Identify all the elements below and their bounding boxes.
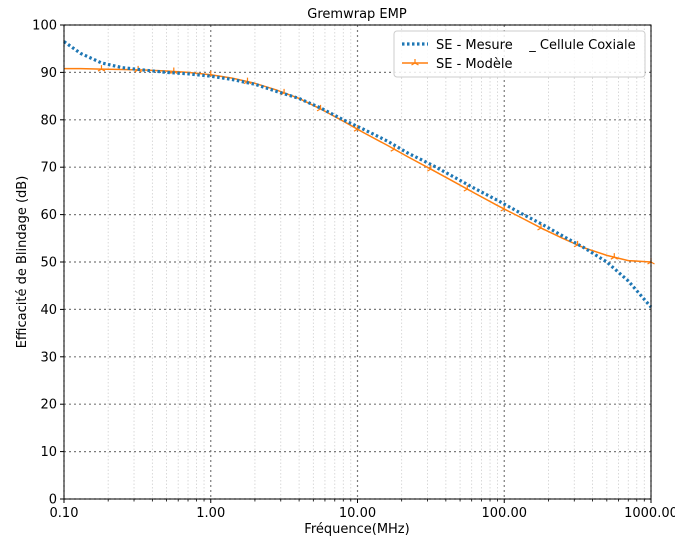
chart-title: Gremwrap EMP	[307, 7, 407, 22]
y-tick-label: 60	[40, 208, 57, 223]
y-tick-label: 100	[32, 19, 57, 34]
y-tick-label: 30	[40, 350, 57, 365]
y-tick-label: 50	[40, 256, 57, 271]
x-axis: 0.10 1.00 10.00 100.00 1000.00	[50, 499, 675, 521]
x-axis-label: Fréquence(MHz)	[304, 522, 409, 537]
x-tick-label: 1000.00	[624, 506, 675, 521]
y-tick-label: 80	[40, 113, 57, 128]
y-tick-label: 90	[40, 66, 57, 81]
y-axis: 0 10 20 30 40 50 60 70 80 90 100	[32, 19, 64, 508]
x-tick-label: 0.10	[50, 506, 79, 521]
model-marker	[610, 253, 619, 260]
x-tick-label: 100.00	[482, 506, 528, 521]
legend-label-model: SE - Modèle	[436, 57, 512, 72]
y-tick-label: 10	[40, 445, 57, 460]
legend-marker-model	[411, 59, 419, 66]
legend-box	[393, 30, 646, 78]
x-tick-label: 1.00	[196, 506, 225, 521]
model-marker	[97, 65, 106, 72]
model-marker	[427, 165, 435, 172]
legend-label-measure: SE - Mesure _ Cellule Coxiale	[436, 38, 636, 53]
model-marker	[537, 223, 545, 231]
series-layer	[63, 40, 655, 309]
x-tick-label: 10.00	[339, 506, 376, 521]
y-tick-label: 0	[49, 493, 57, 508]
y-tick-label: 40	[40, 303, 57, 318]
legend: SE - Mesure _ Cellule Coxiale SE - Modèl…	[393, 30, 646, 78]
y-tick-label: 20	[40, 398, 57, 413]
series-line-measure	[63, 40, 653, 309]
y-axis-label: Efficacité de Blindage (dB)	[15, 176, 30, 349]
y-tick-label: 70	[40, 161, 57, 176]
series-line-model	[64, 67, 652, 263]
model-marker	[463, 185, 472, 192]
model-marker	[353, 125, 362, 132]
